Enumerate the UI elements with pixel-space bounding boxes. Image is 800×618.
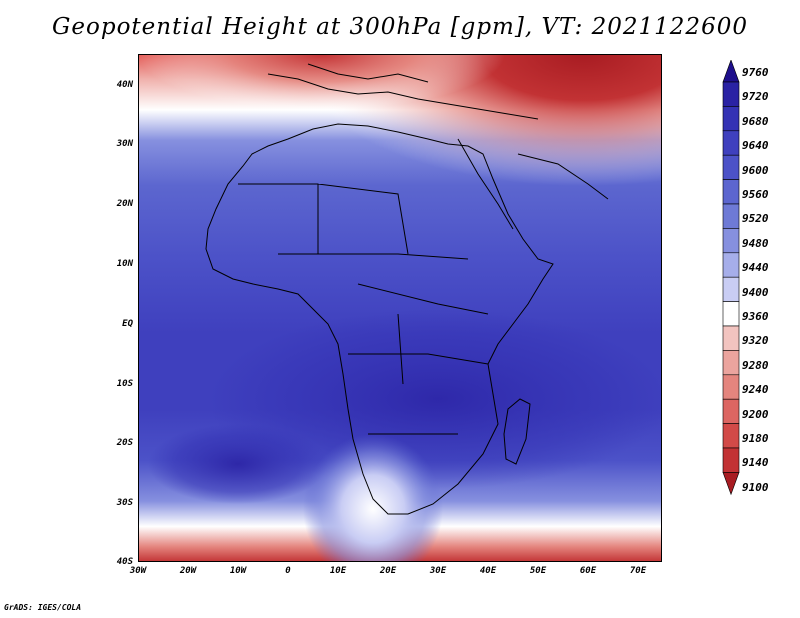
colorbar-swatch — [722, 252, 740, 278]
colorbar-swatch — [722, 374, 740, 400]
colorbar-swatch — [722, 154, 740, 180]
colorbar-swatch — [722, 228, 740, 254]
colorbar-swatch — [722, 447, 740, 473]
colorbar-swatch — [722, 423, 740, 449]
colorbar-swatch — [722, 276, 740, 302]
lon-label: 20W — [179, 566, 197, 576]
colorbar-swatch — [722, 350, 740, 376]
colorbar-level-label: 9240 — [742, 383, 769, 397]
geopotential-field — [138, 54, 662, 562]
lon-label: 30E — [429, 566, 447, 576]
colorbar-swatch — [722, 106, 740, 132]
colorbar — [722, 60, 740, 496]
map-frame — [138, 54, 662, 562]
lon-label: 60E — [579, 566, 597, 576]
geopotential-map — [138, 54, 662, 562]
lat-label: 20N — [116, 199, 133, 209]
colorbar-level-label: 9600 — [742, 163, 769, 177]
colorbar-swatch — [722, 130, 740, 156]
colorbar-level-label: 9360 — [742, 310, 769, 323]
colorbar-level-label: 9720 — [742, 90, 769, 104]
lon-label: 30W — [129, 566, 147, 576]
colorbar-level-label: 9180 — [742, 432, 769, 445]
coastlines — [205, 63, 609, 515]
lat-label: 30S — [116, 498, 133, 508]
map-title: Geopotential Height at 300hPa [gpm], VT:… — [52, 14, 748, 40]
lat-label: 10N — [116, 259, 133, 269]
colorbar-level-label: 9520 — [742, 212, 769, 226]
colorbar-level-label: 9680 — [742, 114, 769, 128]
lat-label: 40S — [116, 557, 133, 567]
colorbar-level-label: 9280 — [742, 358, 769, 372]
colorbar-level-label: 9760 — [742, 66, 769, 79]
colorbar-level-label: 9140 — [742, 456, 769, 470]
colorbar-swatch — [722, 325, 740, 351]
lat-label: EQ — [122, 319, 133, 329]
lon-label: 70E — [629, 566, 647, 576]
colorbar-swatch — [722, 179, 740, 205]
lat-label: 20S — [116, 438, 133, 448]
colorbar-level-label: 9200 — [742, 407, 769, 421]
colorbar-swatch — [722, 60, 740, 83]
colorbar-level-label: 9560 — [742, 188, 769, 201]
lon-label: 10W — [229, 566, 247, 576]
colorbar-swatch — [722, 203, 740, 229]
lat-label: 40N — [116, 80, 133, 90]
colorbar-swatch — [722, 472, 740, 496]
colorbar-level-label: 9320 — [742, 334, 769, 348]
colorbar-level-label: 9100 — [742, 480, 769, 494]
grads-credit: GrADS: IGES/COLA — [4, 603, 82, 612]
lat-label: 30N — [116, 139, 133, 149]
lon-label: 50E — [529, 566, 547, 576]
colorbar-level-label: 9640 — [742, 139, 769, 153]
colorbar-swatch — [722, 398, 740, 424]
lon-label: 20E — [379, 566, 397, 576]
colorbar-swatch — [722, 81, 740, 107]
colorbar-level-label: 9480 — [742, 236, 769, 250]
lon-label: 10E — [329, 566, 347, 576]
colorbar-level-label: 9440 — [742, 261, 769, 275]
lon-label: 0 — [285, 566, 291, 576]
colorbar-level-label: 9400 — [742, 285, 769, 299]
lon-label: 40E — [479, 566, 497, 576]
colorbar-swatch — [722, 301, 740, 327]
lat-label: 10S — [116, 379, 133, 389]
